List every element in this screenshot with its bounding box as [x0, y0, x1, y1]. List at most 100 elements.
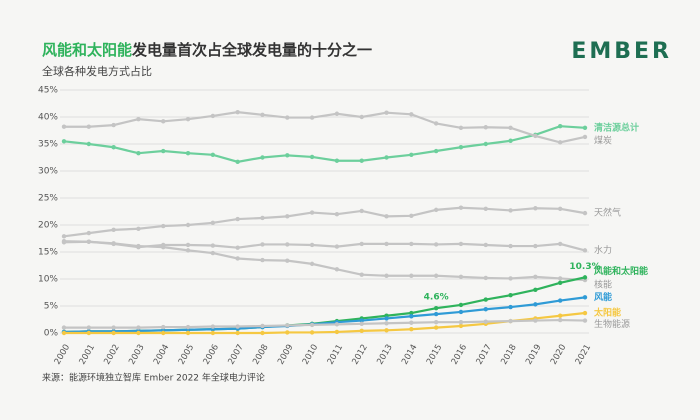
data-point: [483, 206, 488, 211]
data-point: [533, 302, 538, 307]
data-point: [433, 325, 439, 330]
data-point: [136, 325, 141, 330]
data-point: [210, 330, 216, 336]
data-point: [136, 150, 141, 156]
data-point: [359, 272, 364, 277]
data-point: [235, 330, 240, 336]
data-point: [384, 316, 389, 321]
subtitle: 全球各种发电方式占比: [42, 64, 152, 78]
data-point: [161, 244, 166, 250]
data-point: [86, 230, 92, 236]
data-point: [409, 213, 414, 219]
data-point: [285, 115, 290, 120]
data-point: [111, 325, 116, 330]
title-rest: 发电量首次占全球发电量的十分之一: [131, 41, 372, 59]
data-point: [111, 145, 116, 150]
data-point: [557, 140, 563, 145]
data-point: [458, 145, 464, 150]
data-label: 4.6%: [424, 293, 449, 303]
data-point: [384, 110, 389, 115]
data-point: [409, 320, 414, 325]
data-point: [235, 245, 240, 250]
data-point: [359, 318, 364, 323]
data-point: [508, 243, 513, 249]
data-point: [483, 242, 488, 248]
data-point: [582, 318, 588, 323]
data-point: [334, 267, 340, 272]
series-line: [63, 125, 586, 163]
data-point: [483, 275, 488, 281]
data-point: [334, 322, 340, 327]
data-point: [309, 242, 315, 248]
data-point: [210, 250, 216, 256]
data-point: [433, 121, 439, 126]
data-point: [285, 153, 290, 158]
data-point: [458, 205, 464, 210]
data-point: [508, 293, 513, 298]
data-point: [235, 256, 240, 261]
data-point: [285, 323, 290, 328]
data-point: [61, 330, 67, 336]
legend-label: 太阳能: [593, 307, 621, 319]
data-point: [260, 112, 265, 118]
data-point: [508, 304, 513, 310]
y-tick-label: 20%: [38, 221, 58, 231]
data-point: [210, 243, 216, 248]
data-point: [409, 112, 414, 117]
legend-label: 煤炭: [594, 134, 612, 146]
data-point: [433, 320, 439, 325]
data-point: [309, 261, 315, 267]
data-point: [359, 328, 364, 334]
data-point: [458, 320, 464, 325]
data-point: [458, 125, 464, 130]
data-point: [433, 311, 439, 317]
data-point: [557, 298, 563, 303]
data-point: [483, 297, 488, 302]
data-point: [409, 241, 414, 247]
data-point: [508, 125, 513, 130]
data-point: [136, 116, 141, 122]
data-point: [359, 208, 364, 214]
data-point: [185, 150, 191, 156]
data-point: [285, 258, 290, 263]
data-point: [210, 152, 216, 157]
data-point: [111, 241, 116, 246]
data-point: [384, 241, 389, 247]
legend-label: 风能和太阳能: [594, 265, 648, 277]
data-point: [61, 325, 67, 330]
data-point: [433, 273, 439, 278]
data-point: [508, 138, 513, 143]
data-point: [483, 307, 488, 312]
data-point: [433, 305, 439, 311]
y-tick-label: 45%: [38, 86, 58, 96]
data-point: [384, 273, 389, 278]
data-point: [458, 274, 464, 280]
data-point: [334, 158, 340, 163]
data-point: [235, 216, 240, 222]
data-point: [86, 141, 92, 147]
y-tick-label: 10%: [38, 275, 58, 285]
data-point: [309, 154, 315, 160]
data-point: [557, 206, 563, 211]
y-tick-label: 15%: [38, 248, 58, 258]
logo: EMBER: [571, 39, 672, 64]
data-point: [309, 210, 315, 215]
data-point: [582, 125, 588, 130]
data-point: [161, 223, 166, 229]
data-point: [557, 280, 563, 285]
data-point: [185, 330, 191, 336]
data-point: [557, 276, 563, 281]
data-point: [235, 324, 240, 329]
y-tick-label: 35%: [38, 140, 58, 150]
y-tick-label: 5%: [44, 302, 59, 312]
data-point: [409, 152, 414, 157]
source: 来源：能源环境独立智库 Ember 2022 年全球电力评论: [42, 372, 265, 384]
data-point: [111, 330, 116, 336]
data-point: [285, 214, 290, 219]
data-point: [111, 122, 116, 128]
data-point: [334, 244, 340, 249]
data-point: [582, 295, 588, 300]
data-point: [458, 309, 464, 315]
